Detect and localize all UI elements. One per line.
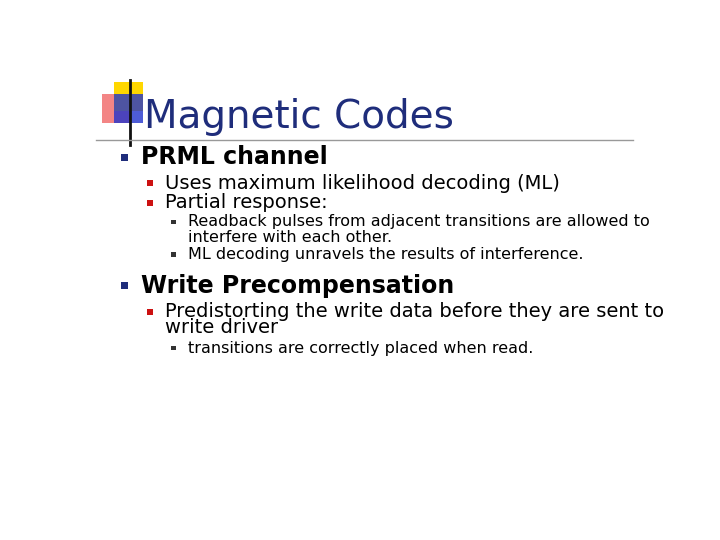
Bar <box>147 309 153 315</box>
Bar <box>171 252 176 256</box>
Text: Write Precompensation: Write Precompensation <box>141 274 454 298</box>
Bar <box>121 154 128 161</box>
Bar <box>171 346 176 350</box>
Bar <box>147 180 153 186</box>
Bar <box>114 82 143 111</box>
Text: Uses maximum likelihood decoding (ML): Uses maximum likelihood decoding (ML) <box>165 174 560 193</box>
Bar <box>102 94 131 123</box>
Text: PRML channel: PRML channel <box>141 145 328 169</box>
Bar <box>121 282 128 289</box>
Bar <box>171 220 176 224</box>
Text: Readback pulses from adjacent transitions are allowed to: Readback pulses from adjacent transition… <box>188 214 649 230</box>
Text: Partial response:: Partial response: <box>165 193 328 212</box>
Bar <box>114 94 143 123</box>
Bar <box>147 200 153 206</box>
Text: interfere with each other.: interfere with each other. <box>188 230 392 245</box>
Text: ML decoding unravels the results of interference.: ML decoding unravels the results of inte… <box>188 247 583 262</box>
Text: write driver: write driver <box>165 318 279 337</box>
Text: Magnetic Codes: Magnetic Codes <box>144 98 454 136</box>
Text: transitions are correctly placed when read.: transitions are correctly placed when re… <box>188 341 533 356</box>
Text: Predistorting the write data before they are sent to: Predistorting the write data before they… <box>165 302 665 321</box>
